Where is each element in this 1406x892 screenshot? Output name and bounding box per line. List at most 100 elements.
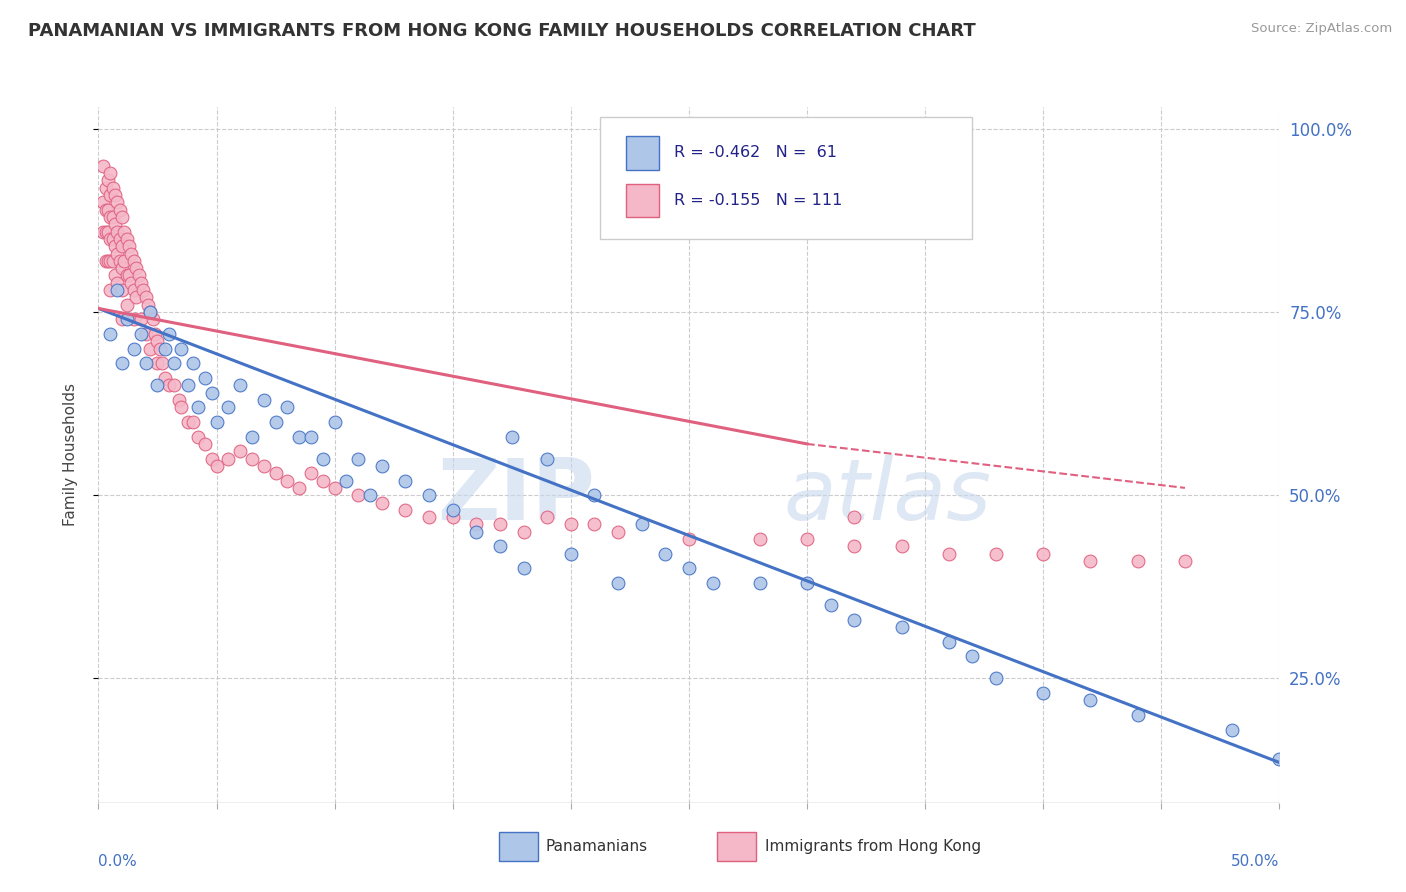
Point (335, 474, 357, 488)
Point (312, 451, 335, 466)
Point (104, 268, 127, 283)
Point (253, 392, 276, 407)
Text: Immigrants from Hong Kong: Immigrants from Hong Kong (765, 839, 981, 854)
Point (167, 392, 190, 407)
Point (1126, 554, 1149, 568)
Point (181, 415, 204, 429)
Point (501, 429, 523, 443)
Point (136, 298, 159, 312)
Point (748, 532, 770, 546)
Point (465, 524, 488, 539)
Point (157, 327, 180, 342)
Point (98, 210, 121, 224)
Point (394, 503, 416, 517)
Point (276, 474, 298, 488)
Point (125, 261, 148, 276)
Point (111, 239, 134, 253)
Point (678, 561, 700, 575)
Point (607, 524, 630, 539)
Text: R = -0.462   N =  61: R = -0.462 N = 61 (673, 145, 837, 161)
FancyBboxPatch shape (626, 136, 659, 169)
Point (135, 327, 157, 342)
Point (139, 305, 162, 319)
Point (702, 576, 724, 591)
Point (111, 283, 134, 297)
Point (489, 517, 512, 532)
Point (128, 268, 150, 283)
Point (796, 532, 818, 546)
Point (105, 246, 128, 260)
Point (217, 401, 239, 415)
Point (94, 225, 117, 239)
Point (229, 378, 252, 392)
Point (153, 342, 176, 356)
Point (187, 401, 209, 415)
Point (118, 239, 141, 253)
Text: ZIP: ZIP (437, 455, 595, 538)
Point (139, 342, 162, 356)
Point (217, 451, 239, 466)
Point (146, 356, 169, 370)
Text: 0.0%: 0.0% (98, 854, 138, 869)
Point (97, 202, 120, 217)
Point (796, 576, 818, 591)
Point (125, 290, 148, 304)
Point (1126, 707, 1149, 722)
Point (177, 378, 200, 392)
Point (112, 253, 135, 268)
Point (299, 467, 322, 481)
Point (1032, 547, 1054, 561)
Point (748, 576, 770, 591)
Point (129, 327, 152, 342)
Point (129, 312, 152, 326)
Point (938, 547, 960, 561)
Point (984, 671, 1007, 685)
Point (112, 225, 135, 239)
Point (163, 356, 186, 370)
Point (111, 261, 134, 276)
Point (536, 451, 558, 466)
Point (1220, 723, 1243, 737)
Point (108, 253, 131, 268)
Point (153, 371, 176, 385)
Point (359, 488, 381, 502)
Point (240, 429, 263, 443)
Point (177, 415, 200, 429)
Point (105, 276, 128, 290)
Point (181, 356, 204, 370)
Point (149, 342, 172, 356)
Point (441, 503, 464, 517)
Point (323, 481, 346, 495)
Point (630, 517, 652, 532)
Point (201, 385, 224, 400)
Point (115, 232, 138, 246)
Point (118, 268, 141, 283)
Point (101, 180, 124, 194)
Point (139, 305, 162, 319)
Point (489, 540, 512, 554)
Point (135, 356, 157, 370)
Point (101, 210, 124, 224)
Point (129, 276, 152, 290)
Point (111, 210, 134, 224)
Point (938, 634, 960, 648)
Point (264, 415, 287, 429)
Point (115, 268, 138, 283)
Point (122, 312, 145, 326)
Point (105, 225, 128, 239)
Point (418, 488, 440, 502)
Point (654, 547, 676, 561)
Point (205, 458, 228, 473)
Point (1080, 693, 1102, 707)
Point (104, 239, 127, 253)
Point (441, 510, 464, 524)
Point (163, 378, 186, 392)
Point (465, 517, 488, 532)
Point (91, 159, 114, 173)
Point (157, 378, 180, 392)
Point (312, 474, 335, 488)
Point (394, 474, 416, 488)
Point (323, 415, 346, 429)
Point (94, 180, 117, 194)
Point (105, 283, 128, 297)
